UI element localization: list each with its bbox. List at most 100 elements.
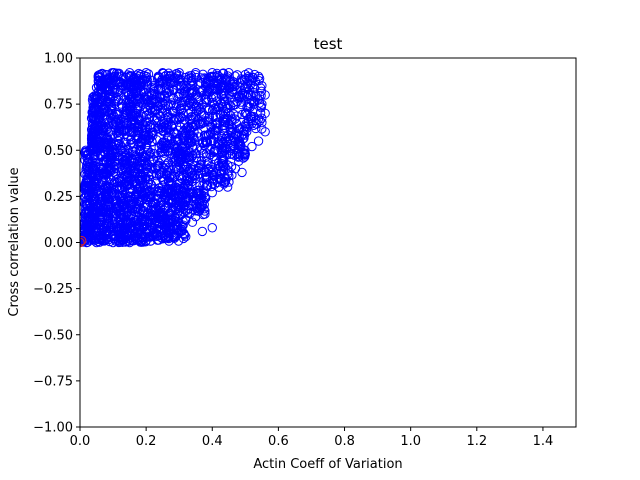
cloud-point xyxy=(142,79,153,90)
cloud-point xyxy=(136,79,146,89)
cloud-point xyxy=(148,210,159,221)
cloud-point xyxy=(123,97,134,108)
cloud-point xyxy=(226,128,236,138)
y-tick-label: −0.50 xyxy=(33,328,73,343)
cloud-point xyxy=(113,173,124,184)
data-point xyxy=(174,145,184,155)
cloud-point xyxy=(124,95,135,105)
cloud-point xyxy=(113,181,123,191)
data-point xyxy=(141,235,151,246)
cloud-point xyxy=(162,131,173,142)
data-point xyxy=(187,217,198,227)
cloud-point xyxy=(94,113,105,123)
x-tick-label: 0.0 xyxy=(70,434,91,449)
cloud-point xyxy=(191,153,202,163)
cloud-point xyxy=(183,188,194,198)
data-point xyxy=(224,171,234,181)
cloud-point xyxy=(171,161,181,171)
cloud-point xyxy=(102,70,113,80)
cloud-point xyxy=(142,123,152,134)
cloud-point xyxy=(116,212,126,223)
data-point xyxy=(88,127,98,137)
cloud-point xyxy=(104,97,114,107)
cloud-point xyxy=(186,121,197,132)
cloud-point xyxy=(116,114,126,124)
cloud-point xyxy=(244,85,255,95)
cloud-point xyxy=(144,113,155,124)
cloud-point xyxy=(137,134,148,144)
cloud-point xyxy=(203,158,213,168)
cloud-point xyxy=(198,69,208,80)
cloud-point xyxy=(109,98,120,109)
cloud-point xyxy=(134,174,144,185)
cloud-point xyxy=(134,149,144,159)
cloud-point xyxy=(205,145,215,155)
cloud-point xyxy=(97,68,107,79)
cloud-point xyxy=(208,147,219,158)
cloud-point xyxy=(140,231,151,242)
data-point xyxy=(148,210,158,220)
cloud-point xyxy=(103,165,113,176)
cloud-point xyxy=(92,207,102,217)
cloud-point xyxy=(107,192,117,202)
cloud-point xyxy=(185,95,196,106)
cloud-point xyxy=(83,226,94,237)
cloud-point xyxy=(164,185,174,195)
cloud-point xyxy=(230,114,240,124)
cloud-point xyxy=(245,111,256,122)
x-axis-label: Actin Coeff of Variation xyxy=(253,457,402,472)
cloud-point xyxy=(173,91,184,101)
y-axis-ticks: −1.00 −0.75 −0.50 −0.25 0.00 0.25 0.50 0.75 1.00 xyxy=(33,52,80,436)
cloud-point xyxy=(161,217,171,227)
data-point xyxy=(224,68,234,78)
cloud-point xyxy=(136,186,147,197)
data-point xyxy=(207,127,217,137)
cloud-point xyxy=(106,104,117,114)
cloud-point xyxy=(152,235,163,245)
cloud-point xyxy=(173,236,184,246)
data-point xyxy=(184,154,194,165)
cloud-point xyxy=(93,91,103,102)
data-point xyxy=(214,182,224,192)
cloud-point xyxy=(201,152,212,162)
cloud-point xyxy=(128,123,138,133)
y-tick-label: 0.25 xyxy=(44,190,73,205)
cloud-point xyxy=(130,224,141,234)
cloud-point xyxy=(168,127,179,137)
cloud-point xyxy=(212,83,223,94)
cloud-point xyxy=(101,122,111,133)
cloud-point xyxy=(144,133,155,144)
data-point xyxy=(85,164,95,174)
cloud-point xyxy=(130,203,140,214)
data-point xyxy=(253,136,264,146)
y-tick-label: −0.25 xyxy=(33,282,73,297)
data-point xyxy=(124,68,135,78)
data-point xyxy=(240,69,251,80)
cloud-point xyxy=(218,68,229,78)
cloud-point xyxy=(187,81,197,91)
data-point xyxy=(197,226,208,237)
cloud-point xyxy=(167,222,177,232)
cloud-point xyxy=(147,215,157,226)
cloud-point xyxy=(105,132,115,142)
cloud-point xyxy=(134,189,144,199)
data-point xyxy=(224,99,234,109)
data-point xyxy=(81,237,92,248)
cloud-point xyxy=(203,75,213,85)
data-point xyxy=(191,90,201,100)
cloud-point xyxy=(203,94,213,105)
cloud-point xyxy=(238,80,248,90)
data-point xyxy=(91,93,102,104)
cloud-point xyxy=(115,219,126,229)
cloud-point xyxy=(135,116,145,126)
cloud-point xyxy=(173,203,183,214)
cloud-point xyxy=(116,77,126,88)
cloud-point xyxy=(147,205,158,216)
cloud-point xyxy=(177,226,187,236)
cloud-point xyxy=(249,111,259,122)
y-tick-label: −1.00 xyxy=(33,421,73,436)
cloud-point xyxy=(96,217,106,227)
data-point xyxy=(191,68,201,78)
cloud-point xyxy=(124,195,135,205)
